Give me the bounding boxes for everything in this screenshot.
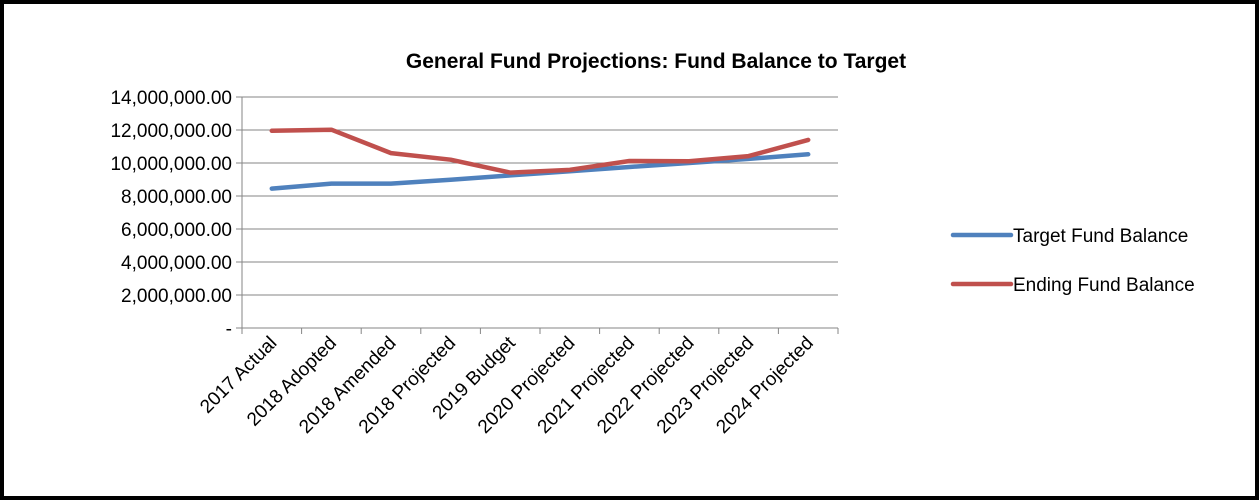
legend-label: Ending Fund Balance	[1013, 275, 1195, 296]
legend: Target Fund Balance Ending Fund Balance	[950, 226, 1195, 296]
y-tick-label: 2,000,000.00	[121, 286, 232, 307]
series-line	[269, 127, 811, 175]
axes: - 2,000,000.00 4,000,000.00 6,000,000.00 8,0…	[110, 88, 839, 438]
y-tick-label: 14,000,000.00	[110, 88, 232, 109]
legend-label: Target Fund Balance	[1013, 226, 1188, 247]
y-tick-label: -	[226, 319, 232, 340]
line-chart: General Fund Projections: Fund Balance t…	[110, 50, 1195, 438]
y-tick-label: 10,000,000.00	[110, 154, 232, 175]
gridlines	[242, 96, 838, 296]
y-tick-label: 8,000,000.00	[121, 187, 232, 208]
series-lines	[269, 127, 811, 191]
y-tick-label: 4,000,000.00	[121, 253, 232, 274]
y-tick-label: 12,000,000.00	[110, 121, 232, 142]
y-tick-label: 6,000,000.00	[121, 220, 232, 241]
chart-title: General Fund Projections: Fund Balance t…	[406, 50, 906, 73]
